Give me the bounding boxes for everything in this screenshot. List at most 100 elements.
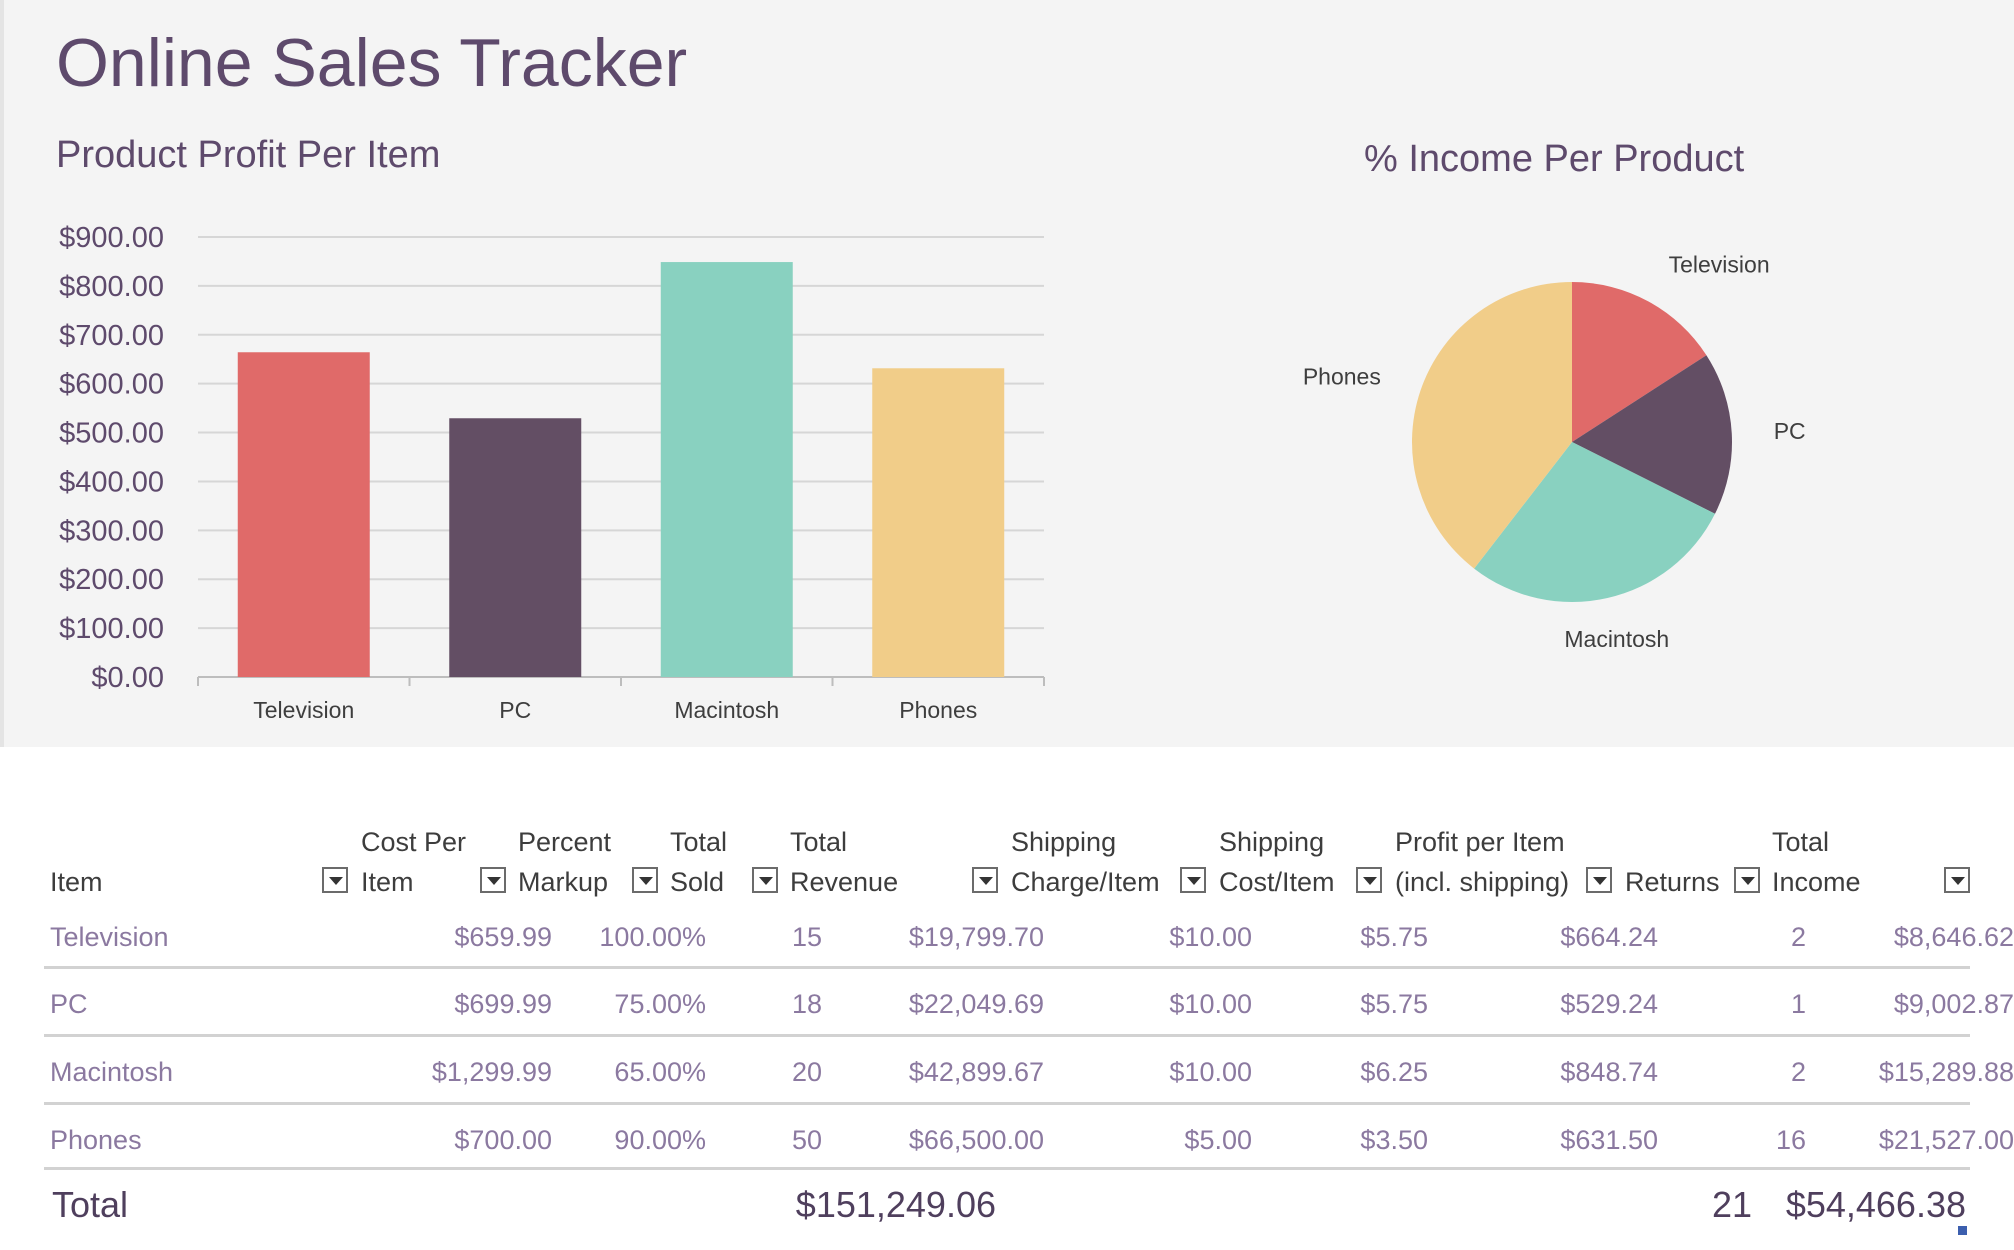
- cell-income[interactable]: $15,289.88: [1878, 1057, 2014, 1087]
- filter-dropdown-revenue[interactable]: [972, 867, 998, 893]
- table-row[interactable]: Phones $700.00 90.00% 50 $66,500.00 $5.0…: [44, 1107, 2014, 1173]
- bar-television[interactable]: [237, 352, 370, 677]
- cell-cost[interactable]: $699.99: [454, 989, 552, 1019]
- cell-profit[interactable]: $529.24: [1560, 989, 1658, 1019]
- y-tick-label: $700.00: [59, 320, 164, 352]
- header-shipping-charge: Shipping Charge/Item: [1011, 827, 1160, 897]
- bar-pc[interactable]: [449, 418, 582, 677]
- cell-shipping-charge[interactable]: $10.00: [1169, 922, 1252, 952]
- pie-label: Phones: [1303, 364, 1381, 390]
- table-row[interactable]: PC $699.99 75.00% 18 $22,049.69 $10.00 $…: [44, 971, 2014, 1037]
- y-tick-label: $100.00: [59, 613, 164, 645]
- cell-markup[interactable]: 100.00%: [599, 922, 706, 952]
- cell-sold[interactable]: 20: [791, 1057, 822, 1087]
- header-profit-per-item: Profit per Item (incl. shipping): [1395, 827, 1570, 897]
- cell-shipping-cost[interactable]: $5.75: [1360, 922, 1428, 952]
- pie-label: Television: [1669, 252, 1770, 278]
- cell-returns[interactable]: 16: [1775, 1125, 1806, 1155]
- cell-revenue[interactable]: $22,049.69: [908, 989, 1044, 1019]
- cell-income[interactable]: $8,646.62: [1893, 922, 2014, 952]
- y-tick-label: $600.00: [59, 369, 164, 401]
- cell-revenue[interactable]: $42,899.67: [908, 1057, 1044, 1087]
- cell-cost[interactable]: $700.00: [454, 1125, 552, 1155]
- filter-dropdown-cost[interactable]: [480, 867, 506, 893]
- cell-item[interactable]: Television: [50, 922, 169, 952]
- cell-shipping-charge[interactable]: $10.00: [1169, 989, 1252, 1019]
- y-tick-label: $900.00: [59, 222, 164, 254]
- x-tick-label: Phones: [899, 697, 977, 723]
- bar-macintosh[interactable]: [660, 262, 793, 677]
- charts-canvas[interactable]: $0.00 $100.00 $200.00 $300.00 $400.00 $500.00…: [0, 0, 2014, 747]
- page-title: Online Sales Tracker: [56, 25, 688, 101]
- pie-slice-television[interactable]: [1572, 282, 1707, 442]
- table-row[interactable]: Television $659.99 100.00% 15 $19,799.70…: [44, 904, 2014, 970]
- cell-returns[interactable]: 2: [1790, 922, 1806, 952]
- header-total-revenue: Total Revenue: [790, 827, 899, 897]
- pie-slice-pc[interactable]: [1572, 355, 1733, 514]
- cell-sold[interactable]: 50: [791, 1125, 822, 1155]
- header-item: Item: [50, 867, 103, 897]
- bar-chart-title[interactable]: Product Profit Per Item: [56, 134, 441, 176]
- y-tick-label: $800.00: [59, 271, 164, 303]
- pie-slice-phones[interactable]: [1412, 282, 1572, 569]
- x-tick-label: PC: [499, 697, 531, 723]
- cell-cost[interactable]: $1,299.99: [431, 1057, 552, 1087]
- x-tick-label: Macintosh: [674, 697, 779, 723]
- header-cost-per-item: Cost Per Item: [361, 827, 467, 897]
- filter-dropdown-item[interactable]: [322, 867, 348, 893]
- cell-item[interactable]: PC: [50, 989, 88, 1019]
- total-revenue[interactable]: $151,249.06: [795, 1184, 996, 1225]
- header-returns: Returns: [1625, 867, 1720, 897]
- cell-returns[interactable]: 2: [1790, 1057, 1806, 1087]
- pie-slice-macintosh[interactable]: [1474, 442, 1715, 602]
- cell-revenue[interactable]: $19,799.70: [908, 922, 1044, 952]
- row-divider: [44, 1102, 1970, 1105]
- pie-chart[interactable]: Television PC Macintosh Phones: [1303, 252, 1806, 652]
- pie-chart-title[interactable]: % Income Per Product: [1364, 138, 1745, 180]
- cell-sold[interactable]: 15: [791, 922, 822, 952]
- filter-dropdown-shipping-charge[interactable]: [1180, 867, 1206, 893]
- y-tick-label: $400.00: [59, 466, 164, 498]
- cell-markup[interactable]: 75.00%: [614, 989, 706, 1019]
- header-total-sold: Total Sold: [670, 827, 728, 897]
- table-resize-handle[interactable]: [1958, 1226, 1967, 1235]
- cell-markup[interactable]: 90.00%: [614, 1125, 706, 1155]
- cell-revenue[interactable]: $66,500.00: [908, 1125, 1044, 1155]
- header-total-income: Total Income: [1772, 827, 1861, 897]
- y-tick-label: $200.00: [59, 564, 164, 596]
- filter-dropdown-markup[interactable]: [632, 867, 658, 893]
- total-label[interactable]: Total: [52, 1184, 129, 1225]
- row-divider: [44, 966, 1970, 969]
- cell-shipping-charge[interactable]: $10.00: [1169, 1057, 1252, 1087]
- filter-dropdown-returns[interactable]: [1734, 867, 1760, 893]
- pie-label: Macintosh: [1564, 626, 1669, 652]
- filter-dropdown-shipping-cost[interactable]: [1356, 867, 1382, 893]
- cell-shipping-cost[interactable]: $6.25: [1360, 1057, 1428, 1087]
- y-tick-label: $300.00: [59, 515, 164, 547]
- row-divider: [44, 1034, 1970, 1037]
- cell-sold[interactable]: 18: [791, 989, 822, 1019]
- header-percent-markup: Percent Markup: [518, 827, 612, 897]
- filter-dropdown-income[interactable]: [1944, 867, 1970, 893]
- cell-shipping-cost[interactable]: $5.75: [1360, 989, 1428, 1019]
- bar-chart[interactable]: $0.00 $100.00 $200.00 $300.00 $400.00 $500.00…: [59, 222, 1045, 723]
- cell-item[interactable]: Macintosh: [50, 1057, 174, 1087]
- cell-profit[interactable]: $848.74: [1560, 1057, 1658, 1087]
- cell-income[interactable]: $21,527.00: [1878, 1125, 2014, 1155]
- cell-cost[interactable]: $659.99: [454, 922, 552, 952]
- filter-dropdown-sold[interactable]: [752, 867, 778, 893]
- total-returns[interactable]: 21: [1711, 1184, 1752, 1225]
- cell-shipping-charge[interactable]: $5.00: [1184, 1125, 1252, 1155]
- y-tick-label: $0.00: [91, 662, 164, 694]
- total-income[interactable]: $54,466.38: [1785, 1184, 1966, 1225]
- cell-item[interactable]: Phones: [50, 1125, 142, 1155]
- cell-profit[interactable]: $631.50: [1560, 1125, 1658, 1155]
- cell-returns[interactable]: 1: [1790, 989, 1806, 1019]
- cell-shipping-cost[interactable]: $3.50: [1360, 1125, 1428, 1155]
- cell-profit[interactable]: $664.24: [1560, 922, 1658, 952]
- filter-dropdown-profit[interactable]: [1586, 867, 1612, 893]
- cell-markup[interactable]: 65.00%: [614, 1057, 706, 1087]
- cell-income[interactable]: $9,002.87: [1893, 989, 2014, 1019]
- table-row[interactable]: Macintosh $1,299.99 65.00% 20 $42,899.67…: [44, 1039, 2014, 1105]
- bar-phones[interactable]: [872, 368, 1005, 677]
